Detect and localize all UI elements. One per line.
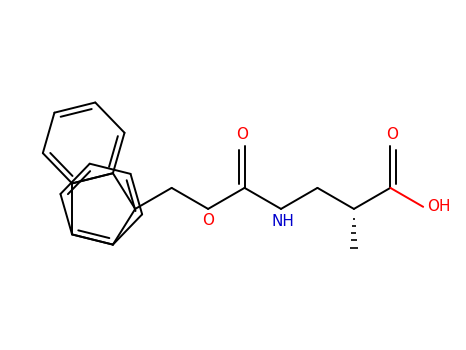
Text: O: O — [236, 126, 248, 141]
Text: O: O — [386, 126, 398, 141]
Text: OH: OH — [427, 199, 451, 214]
Text: NH: NH — [272, 214, 295, 229]
Text: O: O — [202, 213, 214, 228]
